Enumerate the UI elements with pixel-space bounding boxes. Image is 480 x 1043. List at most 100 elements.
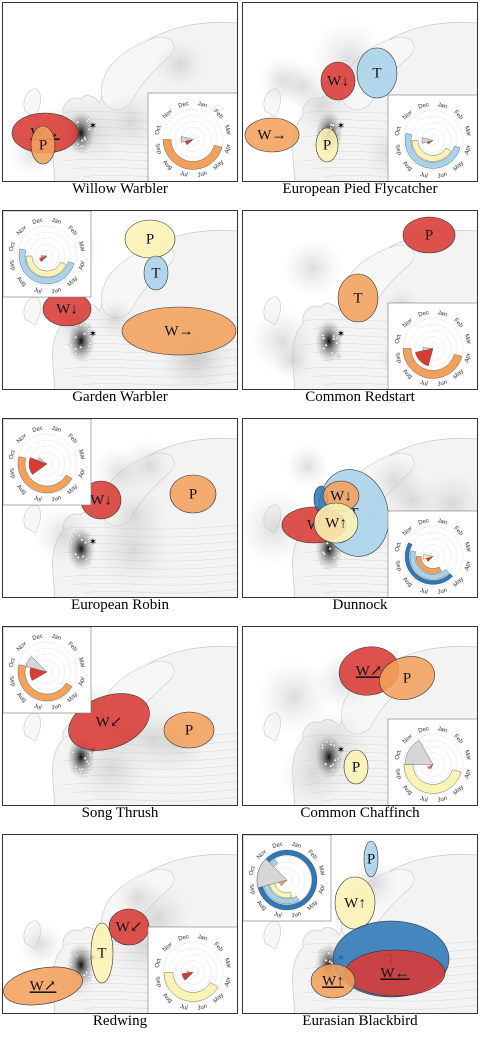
- recovery-marker: [82, 331, 87, 335]
- month-label: Jun: [197, 171, 208, 179]
- month-label: Oct: [249, 865, 257, 876]
- month-label: Mar: [77, 241, 85, 253]
- clock-gridline: [34, 243, 60, 269]
- recovery-marker: [76, 555, 80, 559]
- recovery-marker: [331, 762, 335, 766]
- season-ring: [256, 849, 318, 911]
- clock-gridline: [16, 433, 78, 495]
- recovery-marker: [78, 766, 82, 771]
- range-ellipse: W→: [121, 306, 237, 356]
- range-ellipse: W↓: [320, 61, 356, 101]
- ellipse-label: T: [97, 945, 106, 961]
- month-label: Dec: [178, 934, 190, 943]
- recovery-marker: [331, 767, 335, 772]
- season-wedge: [256, 858, 288, 889]
- ellipse-label: W↙: [116, 919, 143, 935]
- month-label: Apr: [464, 561, 472, 572]
- clock-box: [387, 302, 477, 389]
- ellipse-shape: [320, 61, 356, 101]
- ellipse-label: P: [185, 722, 193, 738]
- recovery-marker: [71, 768, 75, 772]
- season-ring: [402, 348, 463, 379]
- recovery-marker: [324, 342, 328, 347]
- recovery-marker: [319, 948, 324, 953]
- range-ellipse: P: [163, 711, 215, 749]
- recovery-marker: [335, 129, 339, 134]
- recovery-marker: [80, 537, 84, 541]
- season-ring: [262, 858, 300, 905]
- species-caption: Common Redstart: [305, 389, 415, 405]
- range-ellipse: P: [124, 219, 176, 259]
- month-label: Jun: [51, 495, 62, 503]
- range-ellipse: P: [343, 749, 369, 785]
- month-label: Jul: [419, 796, 428, 804]
- season-ring: [162, 139, 223, 170]
- ellipse-shape: [379, 656, 435, 700]
- month-label: Jun: [291, 911, 302, 919]
- ellipse-shape: [313, 502, 359, 544]
- recovery-marker: [335, 329, 340, 333]
- recovery-marker: [88, 750, 93, 754]
- month-label: Nov: [256, 849, 268, 861]
- map-svg: ✶PTW↓W→JanFebMarAprMayJunJulAugSepOctNov…: [3, 211, 237, 389]
- recovery-marker: [336, 756, 340, 760]
- ellipse-label: W↑: [344, 895, 366, 911]
- density-blob: [255, 658, 333, 736]
- recovery-marker: [320, 745, 325, 750]
- month-label: Aug: [401, 576, 413, 588]
- ellipse-label: W↙: [96, 714, 123, 730]
- ellipse-label: P: [403, 670, 411, 686]
- recovery-marker: [333, 758, 337, 762]
- recovery-marker: [83, 137, 87, 141]
- recovery-marker: [83, 540, 88, 544]
- recovery-marker: [88, 341, 93, 345]
- ellipse-label: P: [352, 759, 360, 775]
- recovery-marker: [327, 950, 331, 955]
- range-ellipse: P: [30, 125, 56, 165]
- range-ellipse: W↗: [3, 966, 83, 1006]
- season-wedge: [39, 255, 48, 262]
- month-label: Mar: [223, 958, 231, 970]
- season-wedge: [427, 764, 434, 770]
- month-label: Sep: [153, 976, 162, 989]
- ellipse-shape: [121, 306, 237, 356]
- month-label: Aug: [401, 368, 413, 380]
- recovery-marker: [328, 959, 332, 963]
- clock-gridline: [28, 653, 66, 691]
- month-label: Nov: [16, 433, 28, 445]
- ellipse-label: W↗: [30, 978, 57, 994]
- ellipse-label: T: [151, 265, 160, 281]
- recovery-marker: [329, 739, 334, 743]
- britain-shape: [23, 712, 41, 742]
- month-label: Mar: [77, 449, 85, 461]
- ellipse-shape: [363, 840, 379, 878]
- map-panel: ✶ W→ P W↓ T Jan Feb Mar Apr May Jun Jul Aug Sep Oct Nov…: [242, 2, 478, 182]
- recovery-marker: [325, 541, 330, 545]
- range-ellipse: W←: [344, 949, 446, 997]
- month-label: Dec: [418, 726, 430, 735]
- month-label: Aug: [401, 784, 413, 796]
- season-ring: [411, 140, 452, 162]
- recovery-marker: [321, 333, 325, 337]
- recovery-marker: [75, 119, 80, 124]
- month-label: Jul: [419, 380, 428, 388]
- species-caption: Garden Warbler: [72, 389, 168, 405]
- map-panel: ✶ W↓ P Jan Feb Mar Apr May Jun Jul Aug Sep Oct Nov Dec: [2, 418, 238, 598]
- ellipse-label: P: [367, 851, 375, 867]
- recovery-marker: [74, 764, 78, 768]
- recovery-marker: [87, 329, 91, 333]
- month-label: Jan: [197, 101, 208, 109]
- recovery-marker: [336, 354, 341, 359]
- range-ellipse: T: [337, 273, 379, 323]
- month-label: Nov: [402, 318, 414, 330]
- month-label: Jan: [291, 842, 302, 850]
- month-label: Mar: [463, 126, 471, 138]
- britain-shape: [23, 88, 41, 118]
- recovery-marker: [325, 739, 329, 744]
- month-label: Apr: [78, 676, 86, 687]
